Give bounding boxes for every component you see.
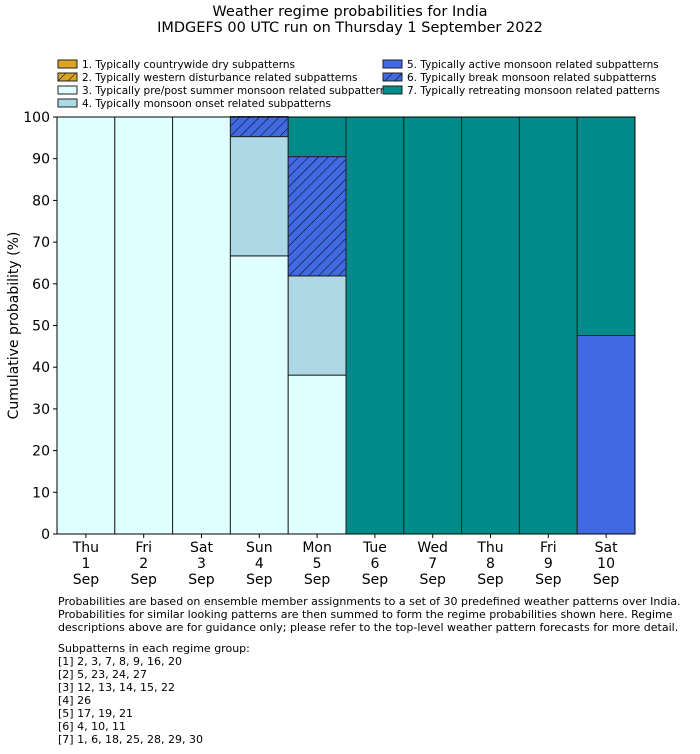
legend-swatch — [382, 59, 403, 69]
x-tick-label: Sat — [595, 540, 618, 556]
legend-label: 3. Typically pre/post summer monsoon rel… — [82, 85, 392, 97]
group-line: [1] 2, 3, 7, 8, 9, 16, 20 — [58, 655, 183, 668]
bar-hatch — [288, 156, 346, 276]
y-tick-label: 30 — [32, 402, 50, 418]
y-axis-label: Cumulative probability (%) — [6, 232, 22, 420]
y-tick-label: 50 — [32, 319, 50, 335]
x-tick-label: 4 — [255, 556, 264, 572]
group-line: [6] 4, 10, 11 — [58, 720, 127, 733]
description-text: Probabilities are based on ensemble memb… — [58, 595, 681, 634]
bar-segment — [287, 116, 347, 158]
bar-segment — [287, 275, 347, 376]
y-tick-label: 40 — [32, 360, 50, 376]
legend-label: 6. Typically break monsoon related subpa… — [407, 72, 657, 84]
bar-segment — [461, 116, 520, 535]
x-tick-label: 2 — [139, 556, 148, 572]
group-line: [3] 12, 13, 14, 15, 22 — [58, 681, 176, 694]
legend-swatch — [57, 85, 78, 95]
legend-swatch — [57, 59, 78, 69]
x-tick-label: 9 — [544, 556, 553, 572]
x-tick-label: Sun — [246, 540, 273, 556]
x-tick-label: 3 — [197, 556, 206, 572]
legend-label: 1. Typically countrywide dry subpatterns — [82, 59, 295, 71]
y-tick-label: 60 — [32, 277, 50, 293]
bar-segment — [172, 116, 231, 535]
x-tick-label: Thu — [476, 540, 503, 556]
x-tick-label: Sep — [246, 572, 273, 588]
x-tick-label: 6 — [370, 556, 379, 572]
x-tick-label: 1 — [81, 556, 90, 572]
y-tick-label: 90 — [32, 152, 50, 168]
group-line: [2] 5, 23, 24, 27 — [58, 668, 148, 681]
x-tick-label: Sep — [188, 572, 215, 588]
x-tick-label: Sat — [190, 540, 213, 556]
group-line: [4] 26 — [58, 694, 92, 707]
x-tick-label: Sep — [477, 572, 504, 588]
legend-label: 2. Typically western disturbance related… — [82, 72, 358, 84]
legend-swatch-hatch — [383, 73, 402, 81]
chart-subtitle: IMDGEFS 00 UTC run on Thursday 1 Septemb… — [157, 20, 543, 36]
x-tick-label: Sep — [535, 572, 562, 588]
legend-label: 7. Typically retreating monsoon related … — [407, 85, 660, 97]
group-line: [7] 1, 6, 18, 25, 28, 29, 30 — [58, 733, 204, 746]
x-tick-label: Sep — [304, 572, 331, 588]
legend-label: 5. Typically active monsoon related subp… — [407, 59, 659, 71]
bar-segment — [518, 116, 578, 535]
x-tick-label: 5 — [313, 556, 322, 572]
x-tick-label: Sep — [420, 572, 447, 588]
bar-segment — [345, 116, 405, 535]
x-tick-label: Mon — [302, 540, 332, 556]
bar-segment — [287, 374, 347, 535]
chart-svg: 0102030405060708090100Thu1SepFri2SepSat3… — [6, 59, 660, 588]
bar-segment — [576, 335, 636, 535]
y-tick-label: 0 — [41, 527, 50, 543]
x-tick-label: Sep — [73, 572, 100, 588]
bar-hatch — [230, 116, 289, 137]
bar-segment — [576, 116, 636, 337]
x-tick-label: Fri — [135, 540, 152, 556]
x-tick-label: Tue — [362, 540, 387, 556]
group-line: [5] 17, 19, 21 — [58, 707, 134, 720]
y-tick-label: 20 — [32, 444, 50, 460]
x-tick-label: Sep — [131, 572, 158, 588]
x-tick-label: 7 — [428, 556, 437, 572]
y-tick-label: 70 — [32, 235, 50, 251]
legend-swatch-hatch — [58, 73, 77, 81]
y-tick-label: 100 — [23, 110, 50, 126]
legend-label: 4. Typically monsoon onset related subpa… — [82, 98, 331, 110]
x-tick-label: Sep — [362, 572, 389, 588]
bar-segment — [229, 255, 289, 535]
chart-title: Weather regime probabilities for India — [212, 4, 488, 20]
x-tick-label: Wed — [417, 540, 448, 556]
x-tick-label: Fri — [540, 540, 557, 556]
y-tick-label: 80 — [32, 193, 50, 209]
bar-segment — [403, 116, 463, 535]
legend-swatch — [57, 98, 78, 108]
x-tick-label: Sep — [593, 572, 620, 588]
bar-segment — [229, 136, 289, 257]
bar-segment — [114, 116, 174, 535]
y-tick-label: 10 — [32, 485, 50, 501]
x-tick-label: 10 — [597, 556, 615, 572]
groups-heading: Subpatterns in each regime group: — [58, 642, 250, 655]
legend-swatch — [382, 85, 403, 95]
bar-segment — [56, 116, 116, 535]
x-tick-label: 8 — [486, 556, 495, 572]
x-tick-label: Thu — [72, 540, 99, 556]
